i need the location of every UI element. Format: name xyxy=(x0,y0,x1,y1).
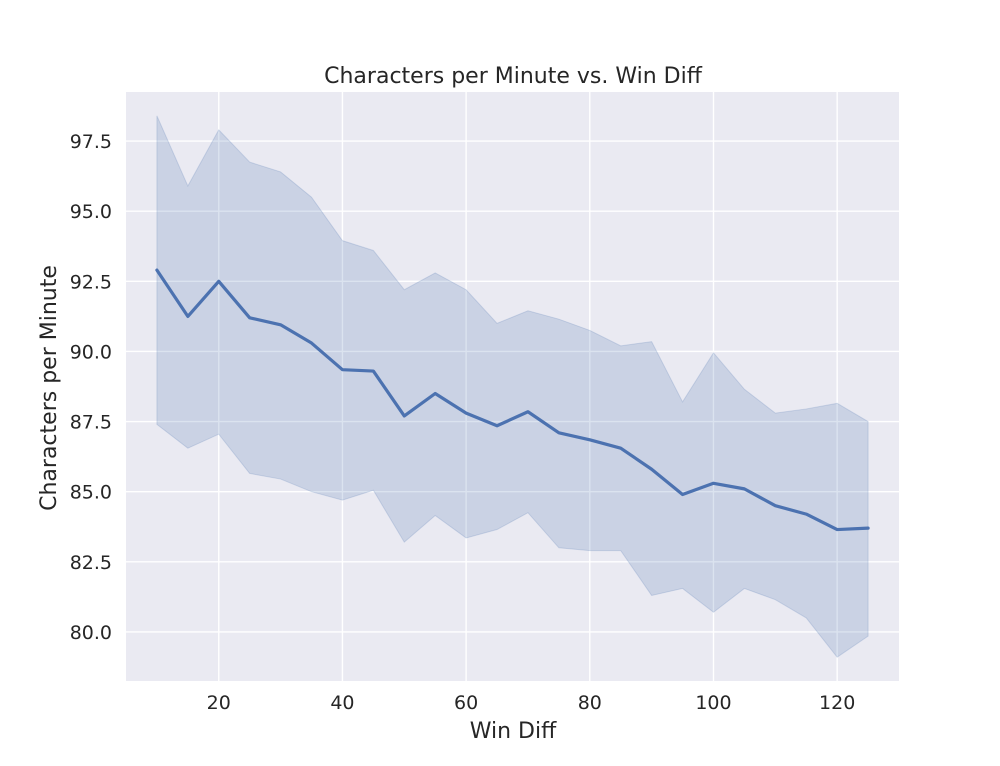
y-axis-ticks: 80.0 82.5 85.0 87.5 90.0 92.5 95.0 97.5 xyxy=(70,131,112,644)
y-tick-label: 97.5 xyxy=(70,131,112,153)
x-tick-label: 20 xyxy=(207,692,231,714)
x-axis-label: Win Diff xyxy=(470,719,557,744)
confidence-band-layer xyxy=(156,115,869,658)
plot-area xyxy=(126,92,899,681)
y-axis-label: Characters per Minute xyxy=(37,265,62,511)
x-axis-ticks: 20 40 60 80 100 120 xyxy=(207,692,856,714)
y-tick-label: 82.5 xyxy=(70,552,112,574)
y-tick-label: 92.5 xyxy=(70,271,112,293)
x-tick-label: 100 xyxy=(695,692,731,714)
y-tick-label: 85.0 xyxy=(70,482,112,504)
y-tick-label: 87.5 xyxy=(70,412,112,434)
series-line-layer xyxy=(155,268,870,532)
chart-title: Characters per Minute vs. Win Diff xyxy=(324,64,703,89)
grid xyxy=(126,92,899,681)
x-tick-label: 120 xyxy=(819,692,855,714)
x-tick-label: 40 xyxy=(330,692,354,714)
y-tick-label: 90.0 xyxy=(70,341,112,363)
x-tick-label: 60 xyxy=(454,692,478,714)
confidence-band xyxy=(156,115,869,658)
series-line xyxy=(155,268,870,532)
x-tick-label: 80 xyxy=(578,692,602,714)
y-tick-label: 95.0 xyxy=(70,201,112,223)
y-tick-label: 80.0 xyxy=(70,622,112,644)
